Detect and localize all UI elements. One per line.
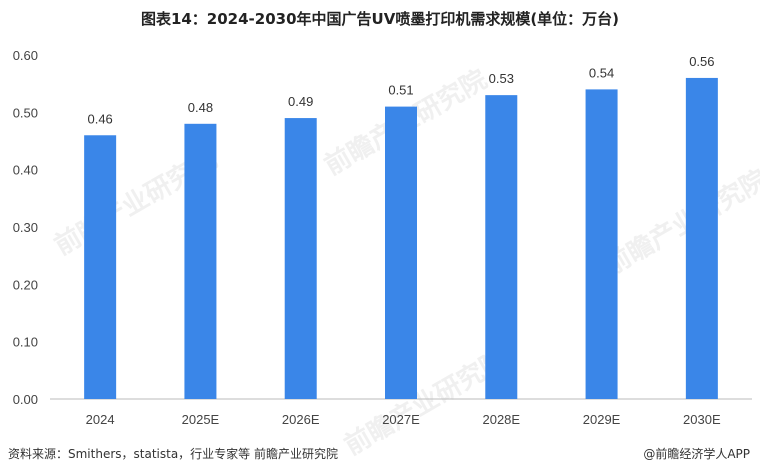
x-tick-label: 2027E: [382, 412, 420, 427]
x-tick-label: 2026E: [282, 412, 320, 427]
bar-2029E: [585, 89, 618, 400]
data-label-2027E: 0.51: [388, 83, 413, 98]
x-axis-ticks: 2024 2025E 2026E 2027E 2028E 2029E 2030E: [86, 412, 721, 427]
chart-title: 图表14：2024-2030年中国广告UV喷墨打印机需求规模(单位：万台): [140, 10, 620, 28]
x-tick-label: 2029E: [583, 412, 621, 427]
data-label-2030E: 0.56: [689, 54, 714, 69]
bar-2028E: [485, 95, 518, 399]
y-tick-label: 0.60: [13, 48, 38, 63]
x-tick-label: 2028E: [482, 412, 520, 427]
x-tick-label: 2024: [86, 412, 115, 427]
data-label-2028E: 0.53: [489, 71, 514, 86]
bar-2027E: [385, 106, 417, 399]
data-label-2026E: 0.49: [288, 94, 313, 109]
y-tick-label: 0.50: [13, 105, 38, 120]
x-tick-label: 2025E: [182, 412, 220, 427]
bar-2030E: [685, 77, 718, 399]
y-tick-label: 0.40: [13, 163, 38, 178]
brand-credit: @前瞻经济学人APP: [643, 447, 750, 461]
watermark: 前瞻产业研究院: [599, 164, 760, 282]
bar-2026E: [284, 118, 317, 400]
y-tick-label: 0.00: [13, 392, 38, 407]
bars: [84, 77, 718, 400]
bar-2025E: [184, 123, 217, 400]
data-label-2025E: 0.48: [188, 100, 213, 115]
y-axis-ticks: 0.00 0.10 0.20 0.30 0.40 0.50 0.60: [13, 48, 38, 407]
data-labels: 0.46 0.48 0.49 0.51 0.53 0.54 0.56: [87, 54, 714, 126]
x-tick-label: 2030E: [683, 412, 721, 427]
data-label-2029E: 0.54: [589, 65, 614, 80]
bar-2024: [84, 135, 117, 399]
y-tick-label: 0.10: [13, 335, 38, 350]
data-label-2024: 0.46: [87, 111, 112, 126]
y-tick-label: 0.20: [13, 277, 38, 292]
source-note: 资料来源：Smithers，statista，行业专家等 前瞻产业研究院: [8, 447, 338, 461]
y-tick-label: 0.30: [13, 220, 38, 235]
